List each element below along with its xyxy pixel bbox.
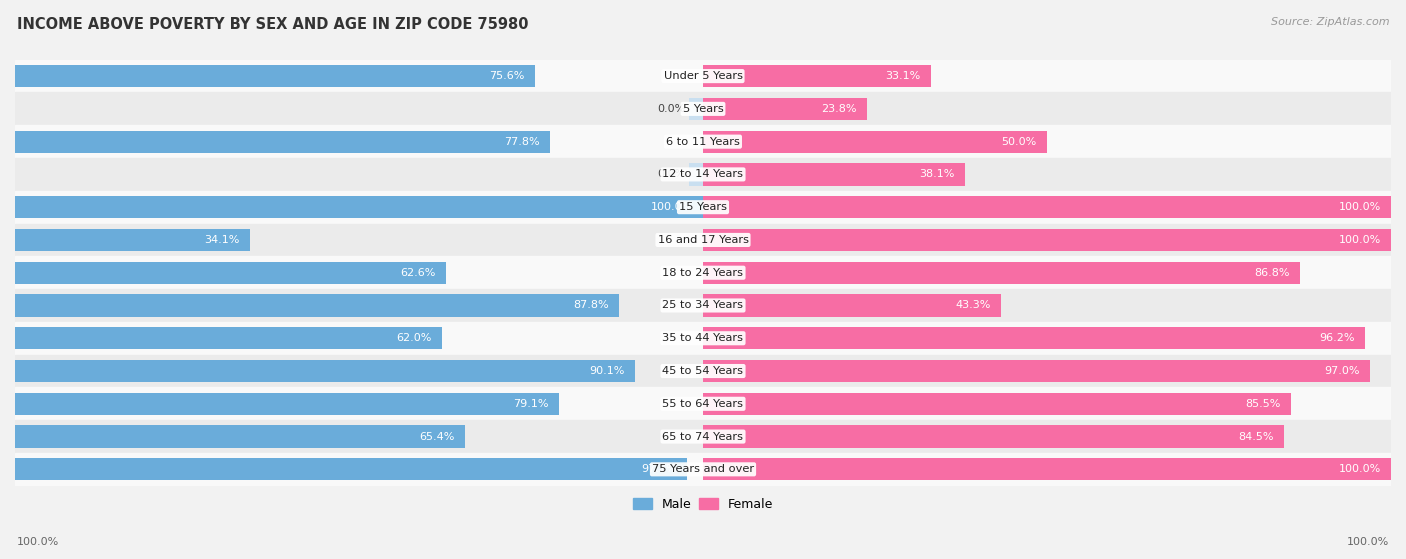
Text: 62.0%: 62.0% <box>396 333 432 343</box>
Bar <box>703 458 1391 481</box>
Bar <box>15 322 1391 354</box>
Bar <box>15 387 1391 420</box>
Bar <box>15 425 465 448</box>
Text: 65.4%: 65.4% <box>419 432 454 442</box>
Bar <box>15 360 636 382</box>
Text: 23.8%: 23.8% <box>821 104 856 114</box>
Bar <box>703 392 1291 415</box>
Text: 97.7%: 97.7% <box>641 465 676 475</box>
Bar <box>15 60 1391 92</box>
Text: 97.0%: 97.0% <box>1324 366 1360 376</box>
Bar <box>15 65 536 87</box>
Bar <box>703 262 1301 284</box>
Text: 43.3%: 43.3% <box>955 301 991 310</box>
Bar <box>15 392 560 415</box>
Bar <box>15 458 688 481</box>
Bar <box>15 229 250 251</box>
Text: 75.6%: 75.6% <box>489 71 524 81</box>
Text: 50.0%: 50.0% <box>1001 136 1036 146</box>
Text: 65 to 74 Years: 65 to 74 Years <box>662 432 744 442</box>
Text: 62.6%: 62.6% <box>399 268 436 278</box>
Text: 18 to 24 Years: 18 to 24 Years <box>662 268 744 278</box>
Bar <box>703 130 1047 153</box>
Text: 96.2%: 96.2% <box>1319 333 1354 343</box>
Text: 33.1%: 33.1% <box>886 71 921 81</box>
Bar <box>703 327 1365 349</box>
Text: 79.1%: 79.1% <box>513 399 548 409</box>
Text: 16 and 17 Years: 16 and 17 Years <box>658 235 748 245</box>
Text: 35 to 44 Years: 35 to 44 Years <box>662 333 744 343</box>
Text: 45 to 54 Years: 45 to 54 Years <box>662 366 744 376</box>
Bar <box>15 257 1391 289</box>
Bar <box>15 92 1391 125</box>
Bar <box>703 229 1391 251</box>
Text: INCOME ABOVE POVERTY BY SEX AND AGE IN ZIP CODE 75980: INCOME ABOVE POVERTY BY SEX AND AGE IN Z… <box>17 17 529 32</box>
Text: 100.0%: 100.0% <box>1339 465 1381 475</box>
Text: 86.8%: 86.8% <box>1254 268 1289 278</box>
Text: 15 Years: 15 Years <box>679 202 727 212</box>
Bar <box>689 98 703 120</box>
Text: 100.0%: 100.0% <box>1347 537 1389 547</box>
Text: 75 Years and over: 75 Years and over <box>652 465 754 475</box>
Bar <box>15 125 1391 158</box>
Bar <box>703 425 1284 448</box>
Bar <box>703 360 1371 382</box>
Text: 55 to 64 Years: 55 to 64 Years <box>662 399 744 409</box>
Text: 77.8%: 77.8% <box>505 136 540 146</box>
Legend: Male, Female: Male, Female <box>628 492 778 515</box>
Bar <box>15 130 550 153</box>
Text: 25 to 34 Years: 25 to 34 Years <box>662 301 744 310</box>
Text: 34.1%: 34.1% <box>204 235 239 245</box>
Bar <box>703 98 866 120</box>
Text: 87.8%: 87.8% <box>574 301 609 310</box>
Bar <box>15 420 1391 453</box>
Text: Source: ZipAtlas.com: Source: ZipAtlas.com <box>1271 17 1389 27</box>
Bar <box>689 163 703 186</box>
Bar <box>15 327 441 349</box>
Text: 0.0%: 0.0% <box>658 169 686 179</box>
Bar <box>703 295 1001 316</box>
Bar <box>15 354 1391 387</box>
Text: 100.0%: 100.0% <box>17 537 59 547</box>
Text: 84.5%: 84.5% <box>1239 432 1274 442</box>
Bar <box>15 191 1391 224</box>
Text: 90.1%: 90.1% <box>589 366 624 376</box>
Bar <box>15 196 703 219</box>
Text: 100.0%: 100.0% <box>1339 235 1381 245</box>
Text: 38.1%: 38.1% <box>920 169 955 179</box>
Text: 5 Years: 5 Years <box>683 104 723 114</box>
Bar <box>15 295 619 316</box>
Bar <box>703 163 965 186</box>
Bar <box>15 453 1391 486</box>
Text: Under 5 Years: Under 5 Years <box>664 71 742 81</box>
Bar <box>15 289 1391 322</box>
Bar <box>703 65 931 87</box>
Bar <box>15 262 446 284</box>
Bar <box>703 196 1391 219</box>
Text: 0.0%: 0.0% <box>658 104 686 114</box>
Text: 100.0%: 100.0% <box>1339 202 1381 212</box>
Text: 6 to 11 Years: 6 to 11 Years <box>666 136 740 146</box>
Text: 100.0%: 100.0% <box>651 202 693 212</box>
Text: 85.5%: 85.5% <box>1246 399 1281 409</box>
Text: 12 to 14 Years: 12 to 14 Years <box>662 169 744 179</box>
Bar <box>15 158 1391 191</box>
Bar <box>15 224 1391 257</box>
